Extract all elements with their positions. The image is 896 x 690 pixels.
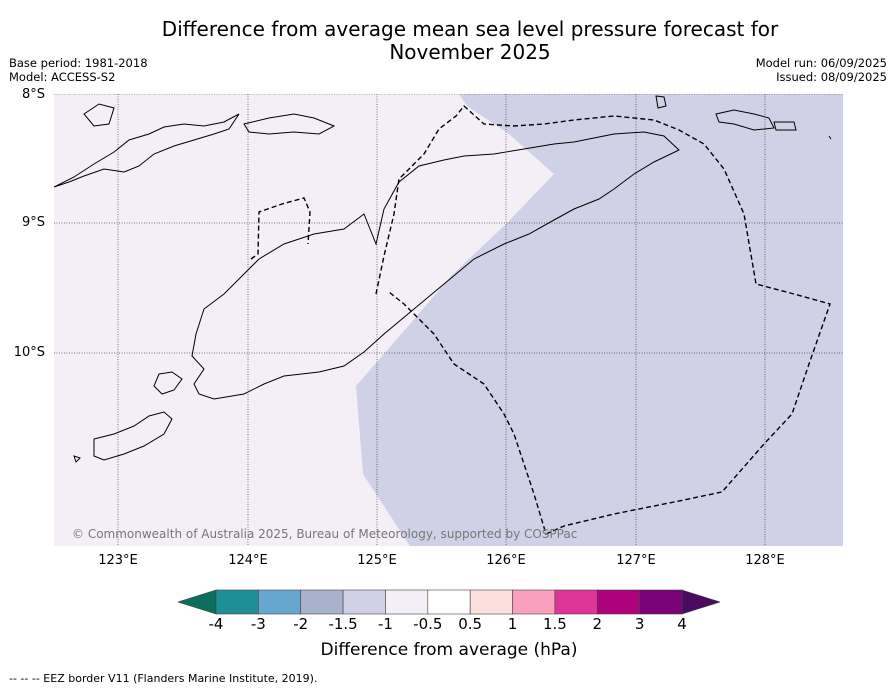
colorbar-tick-label: -0.5 — [413, 615, 443, 633]
meta-left: Base period: 1981-2018 Model: ACCESS-S2 — [9, 56, 148, 84]
colorbar-tick-label: -1.5 — [328, 615, 358, 633]
chart-title: Difference from average mean sea level p… — [100, 18, 840, 64]
colorbar-cell — [385, 589, 429, 615]
region-east — [356, 94, 843, 546]
colorbar-cells — [215, 589, 683, 615]
colorbar-cell — [342, 589, 386, 615]
lon-label-128e: 128°E — [745, 553, 785, 568]
lon-label-125e: 125°E — [357, 553, 397, 568]
lon-label-123e: 123°E — [98, 553, 138, 568]
graticule — [54, 94, 843, 546]
lat-label-10s: 10°S — [13, 345, 45, 360]
eez-legend-footer: -- -- -- EEZ border V11 (Flanders Marine… — [9, 672, 318, 685]
lat-label-8s: 8°S — [21, 87, 45, 102]
map-plot-area — [54, 94, 843, 546]
credit-text: © Commonwealth of Australia 2025, Bureau… — [72, 527, 578, 541]
title-line-2: November 2025 — [389, 40, 551, 64]
colorbar-cell — [596, 589, 640, 615]
colorbar-tick-label: 0.5 — [458, 615, 483, 633]
coastlines — [54, 95, 832, 463]
colorbar-cell — [512, 589, 556, 615]
model-name: Model: ACCESS-S2 — [9, 70, 116, 84]
model-run: Model run: 06/09/2025 — [755, 56, 887, 70]
map-svg — [54, 94, 843, 546]
colorbar-tick-label: -3 — [250, 615, 266, 633]
lon-label-127e: 127°E — [616, 553, 656, 568]
meta-right: Model run: 06/09/2025 Issued: 08/09/2025 — [756, 56, 887, 84]
colorbar-tick-label: -2 — [293, 615, 309, 633]
issued-date: Issued: 08/09/2025 — [776, 70, 887, 84]
colorbar-tick-label: 4 — [677, 615, 687, 633]
colorbar-tick-label: 2 — [592, 615, 603, 633]
colorbar-cell — [554, 589, 598, 615]
colorbar-tick-label: 3 — [634, 615, 645, 633]
colorbar-tick-label: -4 — [208, 615, 224, 633]
colorbar-cell — [639, 589, 683, 615]
colorbar — [178, 589, 720, 615]
eez-border — [250, 104, 831, 535]
colorbar-cell — [215, 589, 259, 615]
colorbar-tick-label: -1 — [377, 615, 393, 633]
colorbar-cell — [258, 589, 302, 615]
colorbar-tick-label: 1.5 — [542, 615, 567, 633]
lat-label-9s: 9°S — [21, 215, 45, 230]
colorbar-cell — [300, 589, 344, 615]
lon-label-126e: 126°E — [486, 553, 526, 568]
title-line-1: Difference from average mean sea level p… — [161, 17, 779, 41]
base-period: Base period: 1981-2018 — [9, 56, 148, 70]
colorbar-tick-label: 1 — [507, 615, 518, 633]
colorbar-over-triangle — [681, 589, 720, 615]
colorbar-label: Difference from average (hPa) — [320, 640, 578, 660]
colorbar-cell — [427, 589, 471, 615]
colorbar-cell — [469, 589, 513, 615]
lon-label-124e: 124°E — [228, 553, 268, 568]
colorbar-under-triangle — [178, 589, 217, 615]
